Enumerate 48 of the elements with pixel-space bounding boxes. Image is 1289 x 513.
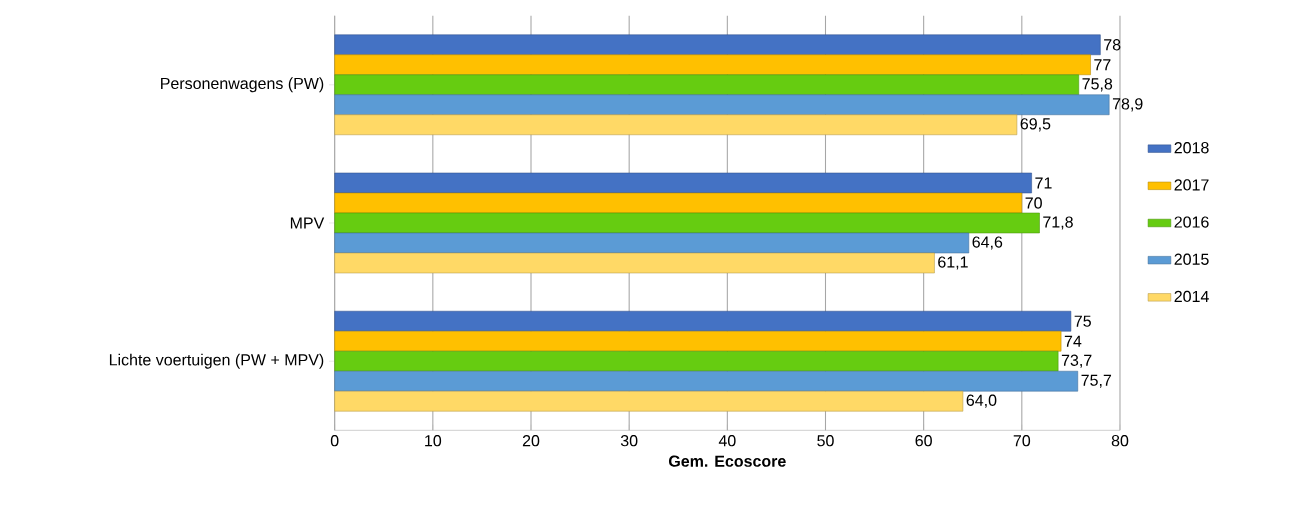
x-tick-label: 20	[522, 435, 540, 447]
data-label: 71,8	[1043, 216, 1073, 230]
data-label: 75,8	[1082, 78, 1113, 92]
bar	[334, 54, 1091, 76]
data-label: 75,7	[1081, 374, 1112, 388]
data-label: 71	[1035, 177, 1052, 189]
data-label: 61,1	[938, 256, 968, 270]
x-tick-label: 30	[620, 435, 638, 447]
x-tick-label: 50	[817, 435, 834, 447]
bar	[334, 34, 1101, 56]
bar	[334, 212, 1040, 234]
bar	[334, 114, 1018, 136]
bar	[334, 74, 1080, 96]
x-tick-label: 70	[1013, 435, 1031, 447]
x-axis-title: Gem. Ecoscore	[668, 455, 786, 467]
bar	[334, 232, 970, 254]
legend-label: 2016	[1174, 216, 1209, 228]
bar	[334, 192, 1023, 214]
bar	[334, 94, 1110, 116]
data-label: 69,5	[1020, 118, 1051, 132]
legend-label: 2018	[1174, 142, 1209, 154]
x-tick-label: 10	[425, 435, 442, 447]
data-label: 73,7	[1061, 354, 1092, 368]
data-label: 78,9	[1112, 98, 1143, 112]
data-label: 74	[1064, 335, 1082, 347]
bar	[334, 330, 1062, 352]
x-tick-label: 60	[915, 435, 932, 447]
bar	[334, 310, 1072, 332]
y-tick-label: Lichte voertuigen (PW + MPV)	[109, 353, 324, 369]
data-label: 70	[1025, 197, 1042, 209]
bar	[334, 370, 1079, 392]
data-label: 77	[1094, 59, 1111, 71]
bar	[334, 172, 1032, 194]
x-tick-label: 40	[718, 435, 736, 447]
bar	[334, 350, 1059, 372]
legend-label: 2017	[1174, 179, 1209, 191]
x-tick-label: 80	[1111, 435, 1129, 447]
data-label: 78	[1104, 39, 1121, 51]
legend-label: 2014	[1174, 290, 1209, 303]
bar	[334, 390, 964, 412]
data-label: 64,0	[966, 394, 997, 408]
data-label: 75	[1074, 315, 1091, 327]
legend-label: 2015	[1174, 253, 1209, 265]
x-tick-label: 0	[330, 435, 339, 447]
y-tick-label: MPV	[290, 217, 325, 229]
y-tick-label: Personenwagens (PW)	[161, 77, 324, 93]
bar	[334, 252, 935, 274]
data-label: 64,6	[972, 236, 1003, 250]
